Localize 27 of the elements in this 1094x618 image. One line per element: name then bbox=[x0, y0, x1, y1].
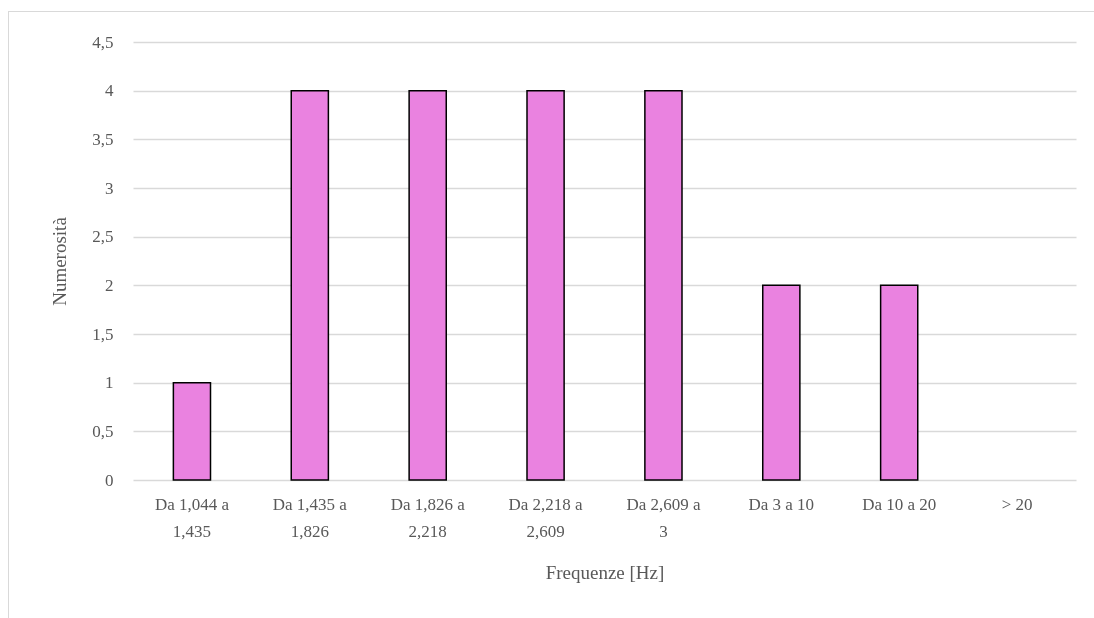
bar bbox=[172, 381, 212, 481]
y-axis-title: Numerosità bbox=[49, 216, 71, 306]
x-tick-label: Da 2,218 a 2,609 bbox=[508, 494, 584, 541]
y-tick-label: 0,5 bbox=[92, 421, 114, 441]
bar bbox=[879, 284, 919, 481]
y-tick-label: 4,5 bbox=[92, 32, 114, 52]
bar bbox=[526, 89, 565, 481]
y-tick-label: 0 bbox=[105, 470, 114, 490]
x-tick-label: Da 1,044 a 1,435 bbox=[154, 494, 230, 541]
y-tick-label: 2 bbox=[105, 275, 114, 295]
y-tick-label: 2,5 bbox=[92, 227, 114, 247]
bar bbox=[290, 89, 330, 481]
x-tick-label: Da 3 a 10 bbox=[748, 494, 815, 514]
y-tick-label: 4 bbox=[105, 81, 114, 101]
y-tick-label: 3 bbox=[105, 178, 114, 198]
y-tick-label: 3,5 bbox=[92, 129, 114, 149]
x-tick-label: Da 1,435 a 1,826 bbox=[272, 494, 348, 541]
x-tick-label: Da 10 a 20 bbox=[862, 494, 937, 514]
x-tick-label: > 20 bbox=[1001, 494, 1033, 514]
bar bbox=[644, 89, 683, 481]
x-tick-label: Da 1,826 a 2,218 bbox=[390, 494, 466, 541]
bar bbox=[762, 284, 801, 481]
x-axis-title: Frequenze [Hz] bbox=[545, 561, 665, 583]
y-tick-label: 1,5 bbox=[92, 324, 114, 344]
bar bbox=[408, 89, 447, 481]
y-tick-label: 1 bbox=[105, 373, 114, 393]
x-tick-label: Da 2,609 a 3 bbox=[626, 494, 701, 541]
